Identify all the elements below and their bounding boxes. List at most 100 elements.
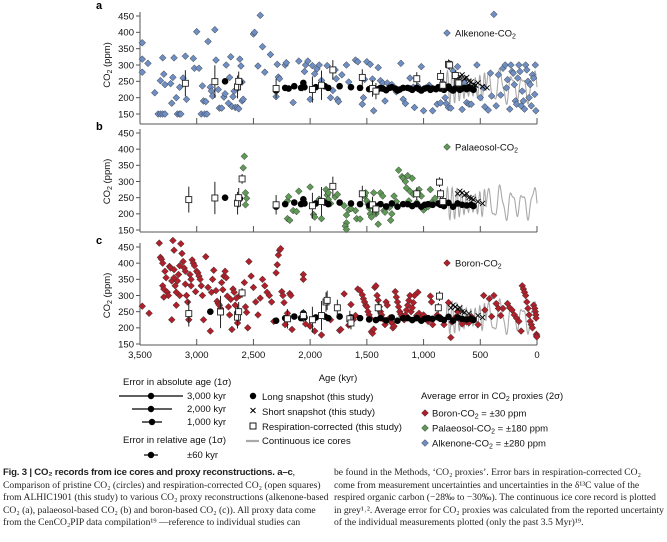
proxy-point — [447, 104, 455, 112]
cross-stroke — [463, 74, 470, 81]
cross-stroke — [468, 195, 475, 202]
proxy-point — [279, 291, 287, 300]
proxy-point — [273, 261, 282, 269]
proxy-point — [138, 55, 147, 63]
proxy-point — [197, 282, 206, 290]
proxy-point — [172, 93, 181, 102]
proxy-point — [408, 304, 416, 312]
proxy-point — [162, 273, 170, 282]
proxy-point — [160, 70, 168, 78]
proxy-point — [150, 89, 159, 97]
respiration-corrected-point — [235, 308, 243, 316]
proxy-point — [240, 152, 249, 161]
pristine-co2-point — [336, 199, 343, 206]
proxy-error-label: Alkenone-CO2 = ±280 ppm — [432, 438, 546, 450]
proxy-point — [287, 291, 295, 300]
proxy-point — [369, 325, 378, 333]
proxy-point — [308, 61, 317, 70]
pristine-co2-point — [394, 317, 401, 325]
long-snapshot-label: Long snapshot (this study) — [262, 392, 373, 403]
proxy-point — [221, 89, 229, 98]
proxy-point — [356, 215, 364, 223]
pristine-co2-point — [290, 199, 298, 206]
proxy-point — [517, 327, 525, 335]
legend-abs-age: Error in absolute age (1σ) 3,000 kyr 2,0… — [119, 377, 231, 461]
respiration-corrected-point — [211, 78, 219, 86]
proxy-point — [428, 106, 437, 115]
y-tick-label: 300 — [118, 60, 134, 71]
x-tick-label: 2,000 — [298, 350, 322, 361]
proxy-point — [191, 287, 200, 296]
abs-age-title: Error in absolute age (1σ) — [123, 377, 231, 388]
proxy-point — [338, 71, 346, 79]
proxy-point — [426, 185, 435, 194]
proxy-point — [337, 325, 345, 334]
proxy-point — [214, 85, 223, 94]
proxy-point — [530, 90, 539, 99]
proxy-point — [209, 266, 218, 275]
short-snapshot-point — [479, 200, 486, 207]
proxy-error-diamond-icon — [421, 424, 429, 432]
proxy-point — [241, 201, 250, 209]
cross-stroke — [457, 304, 463, 311]
proxy-point — [195, 64, 203, 73]
proxy-point — [189, 54, 198, 63]
proxy-point — [177, 110, 185, 118]
short-snapshot-point — [475, 312, 481, 319]
legend-diamond-icon — [443, 143, 451, 151]
y-tick-label: 450 — [118, 128, 134, 139]
proxy-point — [492, 102, 500, 110]
respiration-corrected-label: Respiration-corrected (this study) — [262, 422, 402, 433]
proxy-point — [467, 100, 475, 108]
cross-stroke — [470, 196, 477, 203]
y-tick-label: 350 — [118, 44, 134, 55]
pristine-co2-point — [324, 84, 332, 92]
proxy-point — [401, 177, 410, 186]
proxy-point — [169, 73, 177, 82]
proxy-point — [503, 75, 512, 84]
respiration-corrected-point — [329, 66, 337, 74]
short-snapshot-point — [484, 85, 490, 91]
proxy-point — [509, 69, 517, 77]
proxy-point — [406, 74, 414, 82]
proxy-point — [310, 70, 319, 78]
cross-stroke — [475, 198, 481, 205]
respiration-corrected-point — [436, 292, 443, 300]
panel-b: b 150 200 250 300 350 400 450 CO2 (ppm) Palaeosol… — [96, 121, 538, 236]
x-tick-label: 500 — [472, 350, 488, 361]
proxy-point — [242, 194, 251, 203]
proxy-point — [292, 207, 301, 216]
pristine-co2-point — [356, 200, 364, 208]
proxy-point — [516, 67, 524, 76]
pristine-co2-point — [365, 316, 373, 323]
proxy-point — [474, 320, 482, 329]
respiration-corrected-point — [446, 61, 454, 69]
proxy-point — [230, 288, 238, 297]
abs-age-label-1000: 1,000 kyr — [187, 417, 226, 428]
respiration-corrected-point — [413, 190, 421, 198]
proxy-point — [374, 220, 382, 228]
respiration-corrected-point — [372, 205, 380, 213]
panel-c: c 150 200 250 300 350 400 450 CO2 (ppm) 3,500 3,00… — [96, 235, 541, 361]
rel-age-label: ±60 kyr — [187, 450, 218, 461]
proxy-point — [241, 189, 250, 197]
respiration-corrected-point — [358, 190, 366, 198]
proxy-point — [161, 267, 169, 276]
proxy-point — [170, 265, 178, 274]
proxy-point — [158, 54, 167, 62]
proxy-point — [340, 290, 348, 298]
proxy-point — [272, 269, 280, 277]
pristine-co2-point — [272, 317, 280, 325]
proxy-point — [212, 286, 220, 295]
y-tick-label: 400 — [118, 28, 134, 39]
proxy-point — [240, 278, 249, 287]
pristine-co2-point — [377, 314, 384, 322]
proxy-point — [342, 211, 351, 219]
cross-stroke — [466, 194, 472, 201]
cross-stroke — [459, 71, 465, 78]
respiration-corrected-icon — [249, 422, 257, 430]
proxy-point — [333, 190, 342, 199]
short-snapshot-point — [466, 310, 472, 317]
proxy-point — [170, 54, 178, 62]
proxy-point — [401, 99, 410, 108]
